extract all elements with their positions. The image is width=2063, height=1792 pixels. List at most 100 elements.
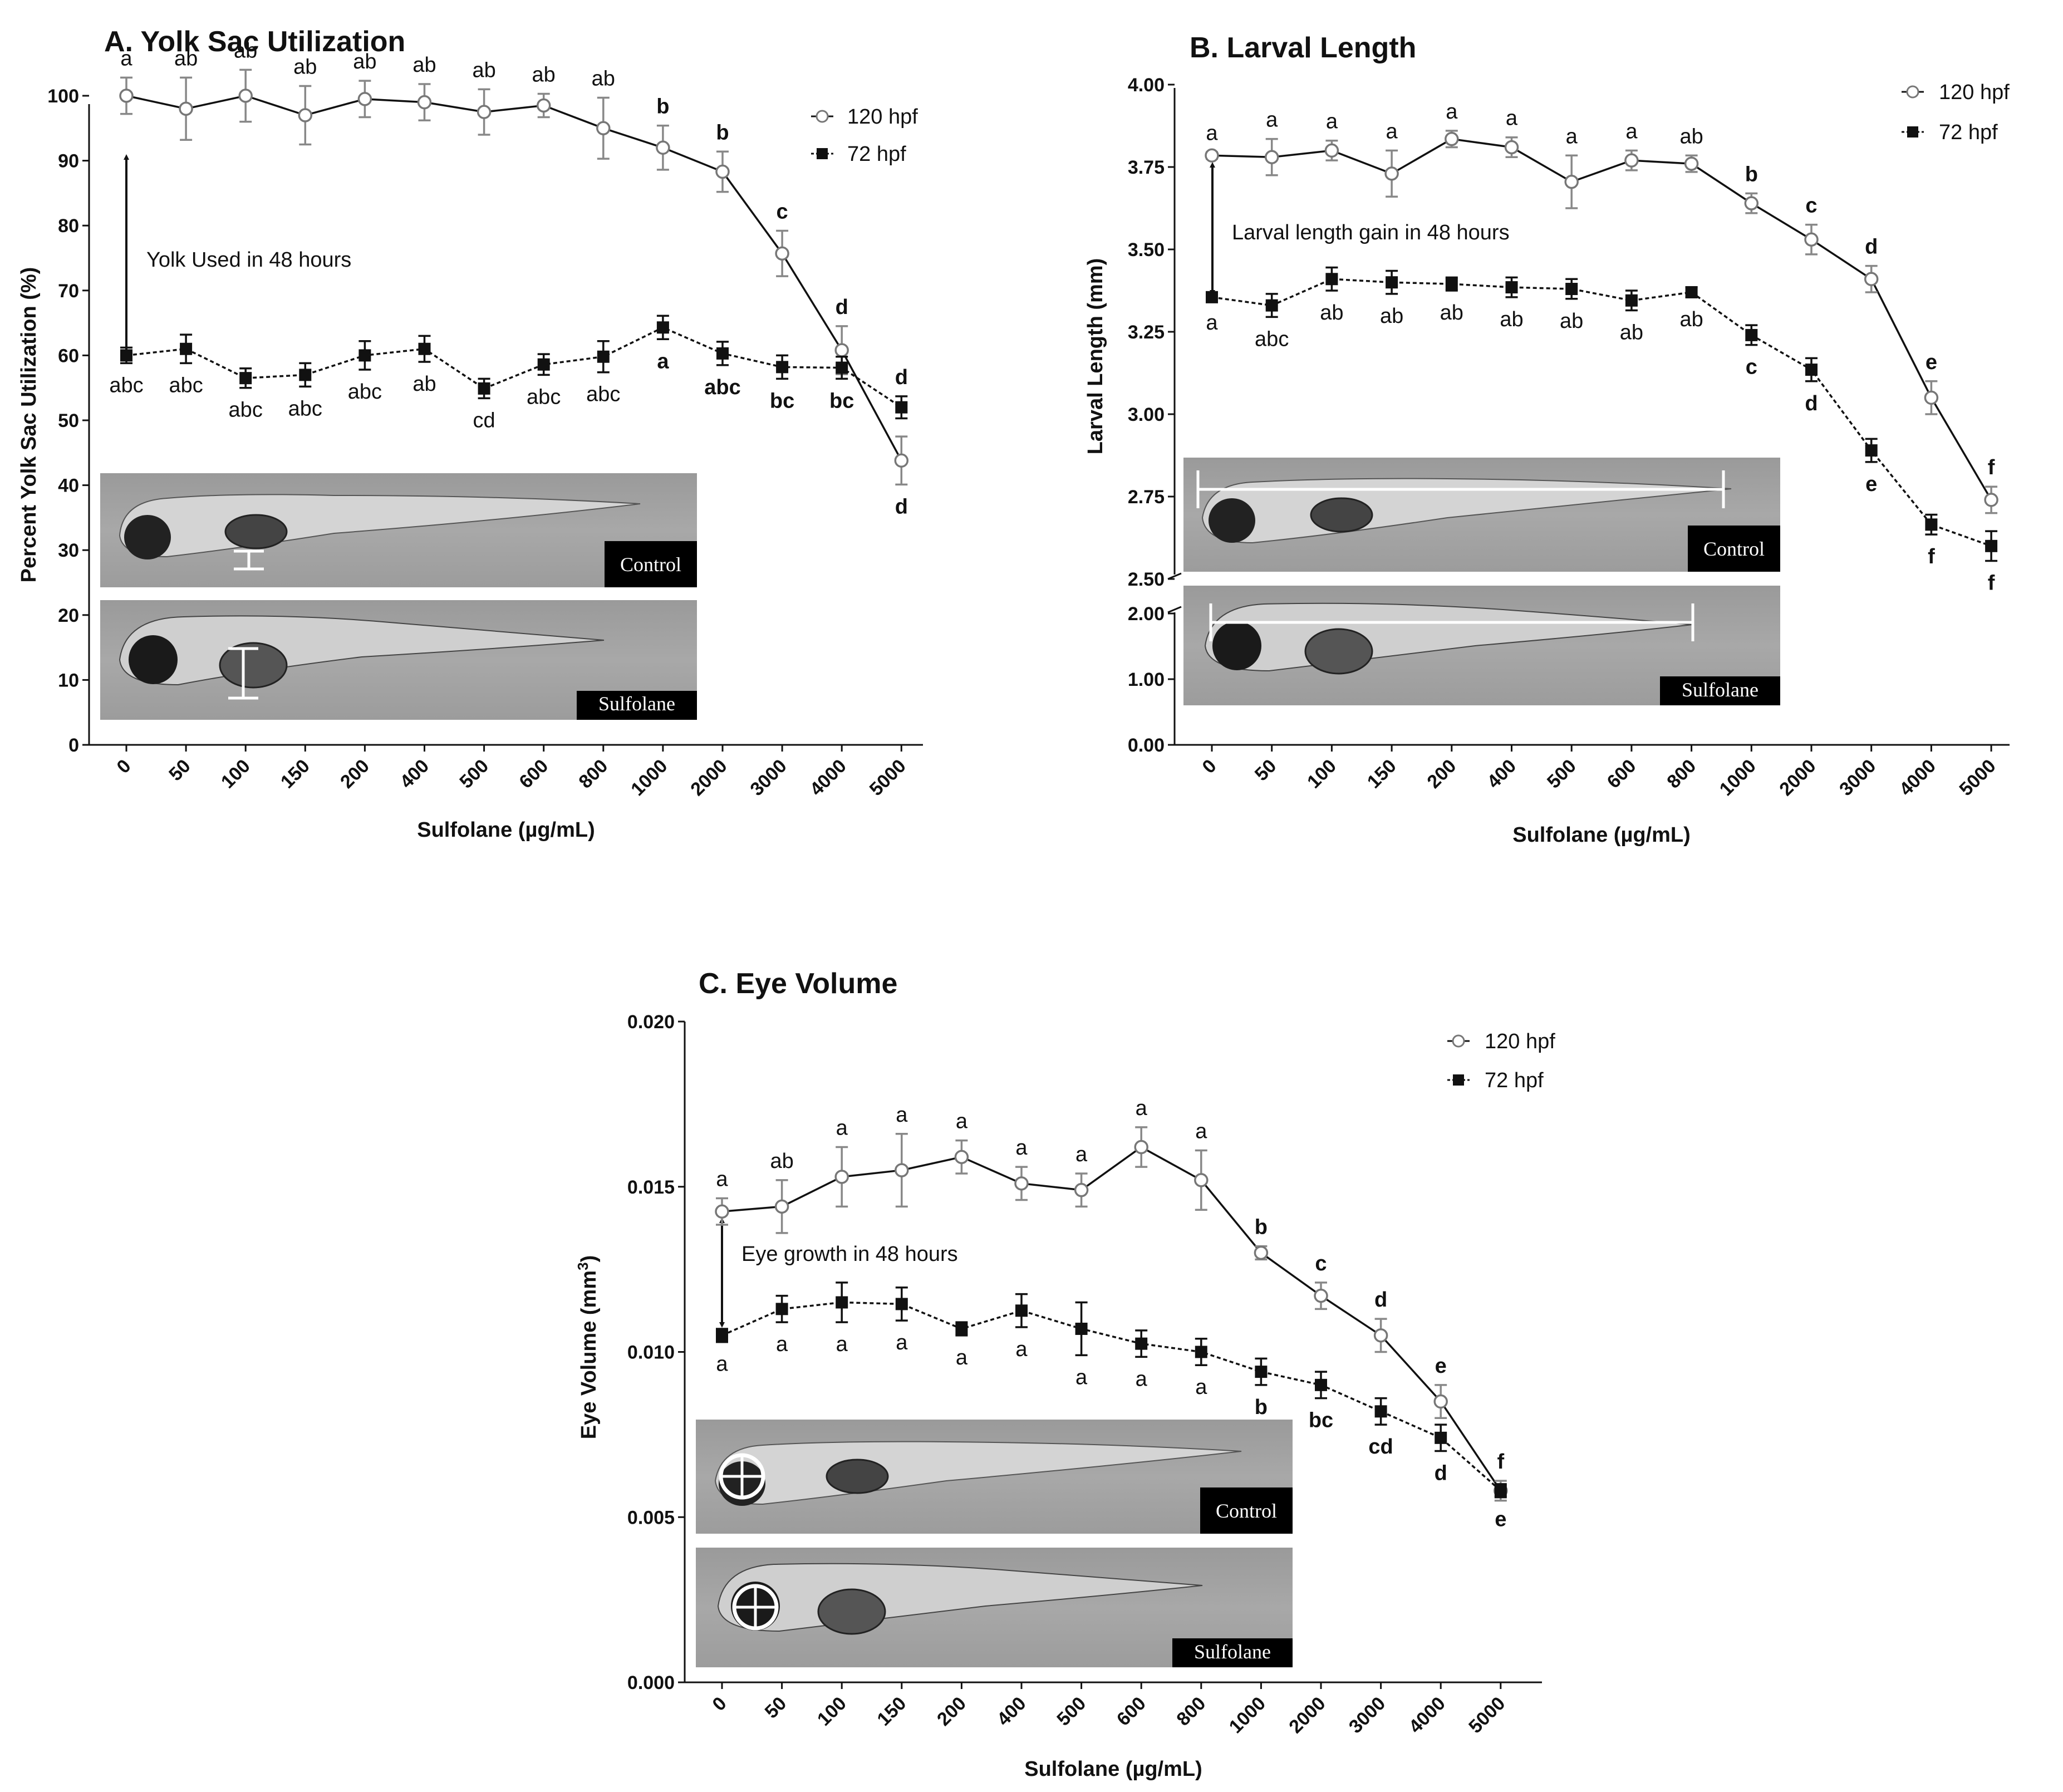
panel-c-x-axis-title: Sulfolane (µg/mL) xyxy=(1024,1757,1202,1781)
panel-a-ytick-label: 20 xyxy=(58,605,79,626)
panel-a-letter: abc xyxy=(527,385,561,409)
panel-a-letter: ab xyxy=(234,39,257,62)
panel-c-point-72 xyxy=(895,1298,908,1310)
panel-b-point-72 xyxy=(1925,518,1938,531)
panel-b-letter: c xyxy=(1805,194,1817,218)
panel-b-ytick-label: 2.00 xyxy=(1128,603,1165,625)
panel-b-legend: 120 hpf 72 hpf xyxy=(1902,81,2010,144)
panel-c-xtick-label: 5000 xyxy=(1465,1693,1509,1737)
panel-a-point-72 xyxy=(656,321,669,334)
panel-c-point-72 xyxy=(955,1322,968,1335)
panel-c: C. Eye Volume Control xyxy=(574,968,1555,1781)
panel-a-letter: ab xyxy=(592,67,615,90)
panel-c-point-120 xyxy=(1074,1182,1089,1197)
panel-c-letter: a xyxy=(776,1333,788,1356)
panel-a-letter: b xyxy=(716,121,729,144)
panel-b-series-72-line xyxy=(1211,278,1992,547)
panel-b-length-measure-sulfolane xyxy=(1209,603,1694,641)
panel-a-letter: abc xyxy=(586,383,620,406)
panel-c-xtick-label: 600 xyxy=(1113,1693,1150,1730)
panel-a-yolk-measure-sulfolane xyxy=(228,647,258,700)
panel-a-letter: abc xyxy=(348,380,382,404)
panel-b-xtick-label: 100 xyxy=(1303,755,1340,793)
panel-b-photos: Control Sulfolane xyxy=(1183,458,1780,705)
panel-a-point-120 xyxy=(357,92,372,106)
panel-b-point-72 xyxy=(1565,283,1578,296)
panel-a-ytick-label: 10 xyxy=(58,670,79,691)
panel-b-ytick-label: 1.00 xyxy=(1128,669,1165,690)
panel-c-point-72 xyxy=(1135,1337,1148,1350)
panel-c-letter: ab xyxy=(770,1150,793,1173)
panel-a: A. Yolk Sac Utilization Control xyxy=(17,26,923,842)
panel-c-letter: e xyxy=(1435,1354,1447,1378)
panel-b-annotation-text: Larval length gain in 48 hours xyxy=(1232,221,1510,244)
panel-b-xtick-label: 5000 xyxy=(1955,755,2000,800)
panel-b-x-axis-title: Sulfolane (µg/mL) xyxy=(1512,823,1691,847)
panel-a-sulfolane-label: Sulfolane xyxy=(598,693,675,715)
panel-a-point-72 xyxy=(776,361,789,374)
panel-a-photos: Control Sulfolane xyxy=(100,473,697,720)
panel-c-letter: a xyxy=(1195,1120,1207,1143)
panel-c-legend-120: 120 hpf xyxy=(1485,1030,1555,1053)
panel-b-letter: ab xyxy=(1320,301,1343,325)
panel-c-ytick-label: 0.015 xyxy=(627,1177,675,1198)
panel-a-point-72 xyxy=(239,372,252,385)
panel-b-xtick-label: 0 xyxy=(1198,755,1220,778)
panel-c-legend: 120 hpf 72 hpf xyxy=(1447,1030,1555,1092)
panel-a-axes xyxy=(88,104,923,746)
panel-c-letter: a xyxy=(1015,1136,1028,1160)
panel-b-legend-120: 120 hpf xyxy=(1939,81,2010,104)
panel-b-letter: ab xyxy=(1560,310,1583,333)
panel-a-point-72 xyxy=(716,347,729,360)
panel-b-point-120 xyxy=(1264,150,1279,164)
panel-a-xtick-label: 5000 xyxy=(866,755,910,800)
panel-c-letter: d xyxy=(1435,1462,1447,1485)
panel-b-point-72 xyxy=(1985,539,1998,552)
panel-a-point-72 xyxy=(299,369,312,381)
panel-b-point-120 xyxy=(1744,196,1759,210)
panel-c-letter: e xyxy=(1495,1508,1506,1531)
panel-a-letter: b xyxy=(656,95,669,119)
panel-a-ytick-label: 40 xyxy=(58,475,79,497)
panel-c-annotation: Eye growth in 48 hours xyxy=(719,1217,958,1328)
panel-a-series-72-line xyxy=(126,326,902,409)
panel-c-point-72 xyxy=(775,1303,788,1315)
panel-b-y-axis-title: Larval Length (mm) xyxy=(1084,258,1107,455)
panel-b-letter: abc xyxy=(1255,327,1289,351)
panel-a-point-120 xyxy=(298,108,313,122)
panel-a-point-72 xyxy=(836,361,848,374)
panel-a-xtick-label: 2000 xyxy=(686,755,731,800)
panel-a-letter: abc xyxy=(169,374,203,397)
panel-a-xtick-label: 500 xyxy=(455,755,493,793)
panel-b-letter: e xyxy=(1865,473,1877,496)
panel-c-point-72 xyxy=(716,1329,728,1342)
panel-c-xtick-label: 0 xyxy=(708,1693,730,1715)
panel-b-point-72 xyxy=(1206,291,1218,303)
panel-c-letter: a xyxy=(956,1110,968,1133)
panel-c-xtick-label: 150 xyxy=(873,1693,910,1730)
panel-a-yolk-measure-control xyxy=(234,549,264,571)
panel-a-point-72 xyxy=(597,350,610,363)
panel-a-xtick-label: 800 xyxy=(574,755,612,793)
panel-b-letter: a xyxy=(1206,121,1218,145)
panel-b-point-72 xyxy=(1625,294,1638,307)
panel-c-title: C. Eye Volume xyxy=(699,968,897,1000)
panel-a-point-72 xyxy=(358,349,371,362)
panel-c-letter: a xyxy=(1195,1376,1207,1399)
panel-a-ytick-label: 30 xyxy=(58,540,79,561)
panel-c-letter: a xyxy=(896,1331,908,1354)
panel-a-x-ticks: 0 50 100 150 200 400 500 600 800 1000 2000 3000 4000… xyxy=(112,745,910,800)
panel-c-point-72 xyxy=(1435,1431,1447,1444)
panel-b-letter: a xyxy=(1326,110,1338,134)
panel-a-xtick-label: 50 xyxy=(165,755,195,785)
panel-b-point-72 xyxy=(1505,281,1518,294)
panel-c-letter: a xyxy=(836,1117,848,1140)
panel-a-point-120 xyxy=(179,101,193,116)
panel-b-letter: c xyxy=(1746,356,1757,379)
panel-b-title: B. Larval Length xyxy=(1190,32,1416,64)
panel-b-letter: e xyxy=(1926,351,1937,374)
panel-a-x-axis-title: Sulfolane (µg/mL) xyxy=(417,818,595,842)
panel-b-letter: b xyxy=(1745,163,1758,186)
panel-a-point-72 xyxy=(537,358,550,371)
